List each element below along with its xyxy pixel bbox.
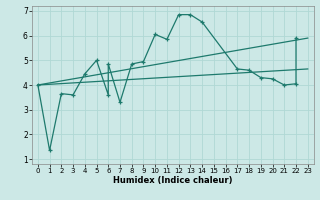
X-axis label: Humidex (Indice chaleur): Humidex (Indice chaleur) [113, 176, 233, 185]
